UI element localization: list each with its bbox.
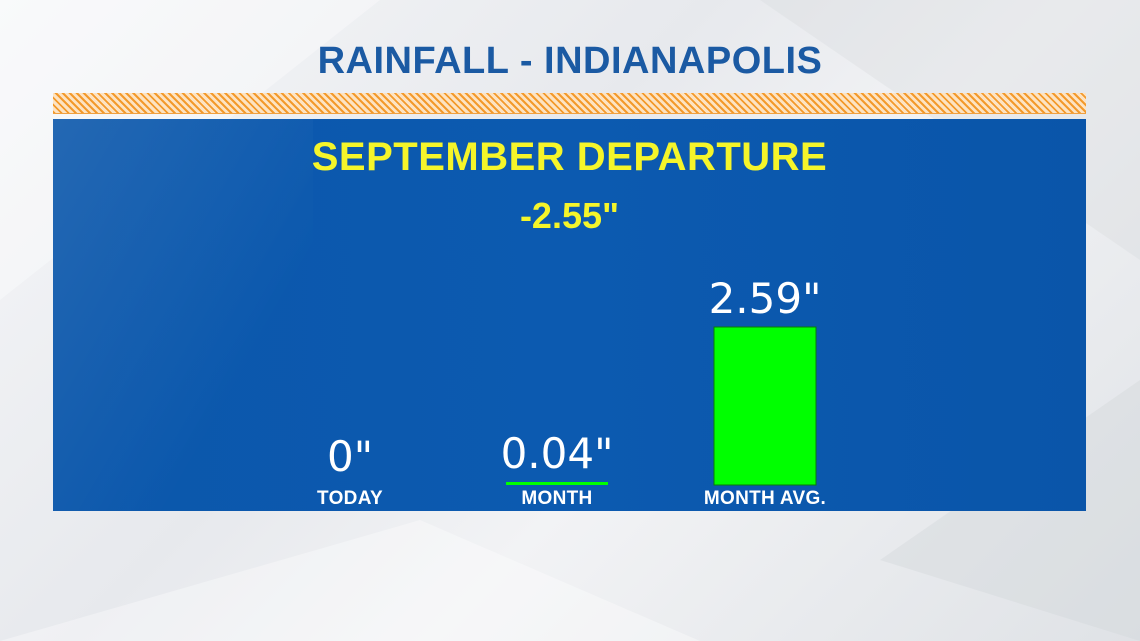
value-label-today: 0" bbox=[326, 432, 374, 481]
chart-headline: SEPTEMBER DEPARTURE bbox=[311, 135, 828, 179]
bar-chart bbox=[506, 326, 817, 486]
category-label-month-avg: MONTH AVG. bbox=[703, 488, 827, 509]
hatched-divider bbox=[53, 93, 1086, 114]
value-label-month-avg: 2.59" bbox=[708, 274, 822, 323]
page-title: RAINFALL - INDIANAPOLIS bbox=[317, 40, 823, 82]
category-label-month: MONTH bbox=[521, 488, 593, 509]
panel-glow bbox=[53, 119, 313, 511]
bar-month bbox=[506, 482, 608, 485]
value-label-month: 0.04" bbox=[500, 429, 614, 478]
chart-panel: SEPTEMBER DEPARTURE -2.55" 0" 0.04" 2.59" … bbox=[53, 119, 1086, 511]
departure-value: -2.55" bbox=[519, 195, 620, 236]
category-label-today: TODAY bbox=[317, 488, 383, 509]
bar-month-avg bbox=[713, 326, 817, 486]
